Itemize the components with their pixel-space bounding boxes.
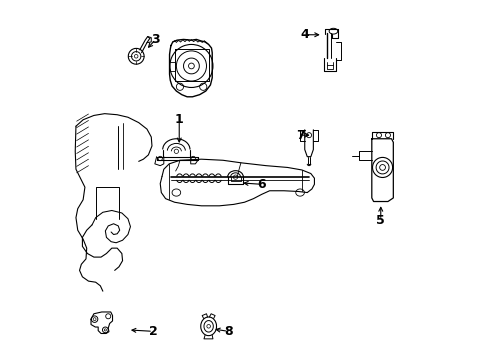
Text: 3: 3 xyxy=(151,33,160,46)
Text: 4: 4 xyxy=(300,28,308,41)
Text: 7: 7 xyxy=(295,129,304,142)
Text: 6: 6 xyxy=(257,178,265,191)
Text: 8: 8 xyxy=(224,325,232,338)
Text: 5: 5 xyxy=(376,214,385,227)
Text: 1: 1 xyxy=(175,113,183,126)
Text: 2: 2 xyxy=(148,325,157,338)
